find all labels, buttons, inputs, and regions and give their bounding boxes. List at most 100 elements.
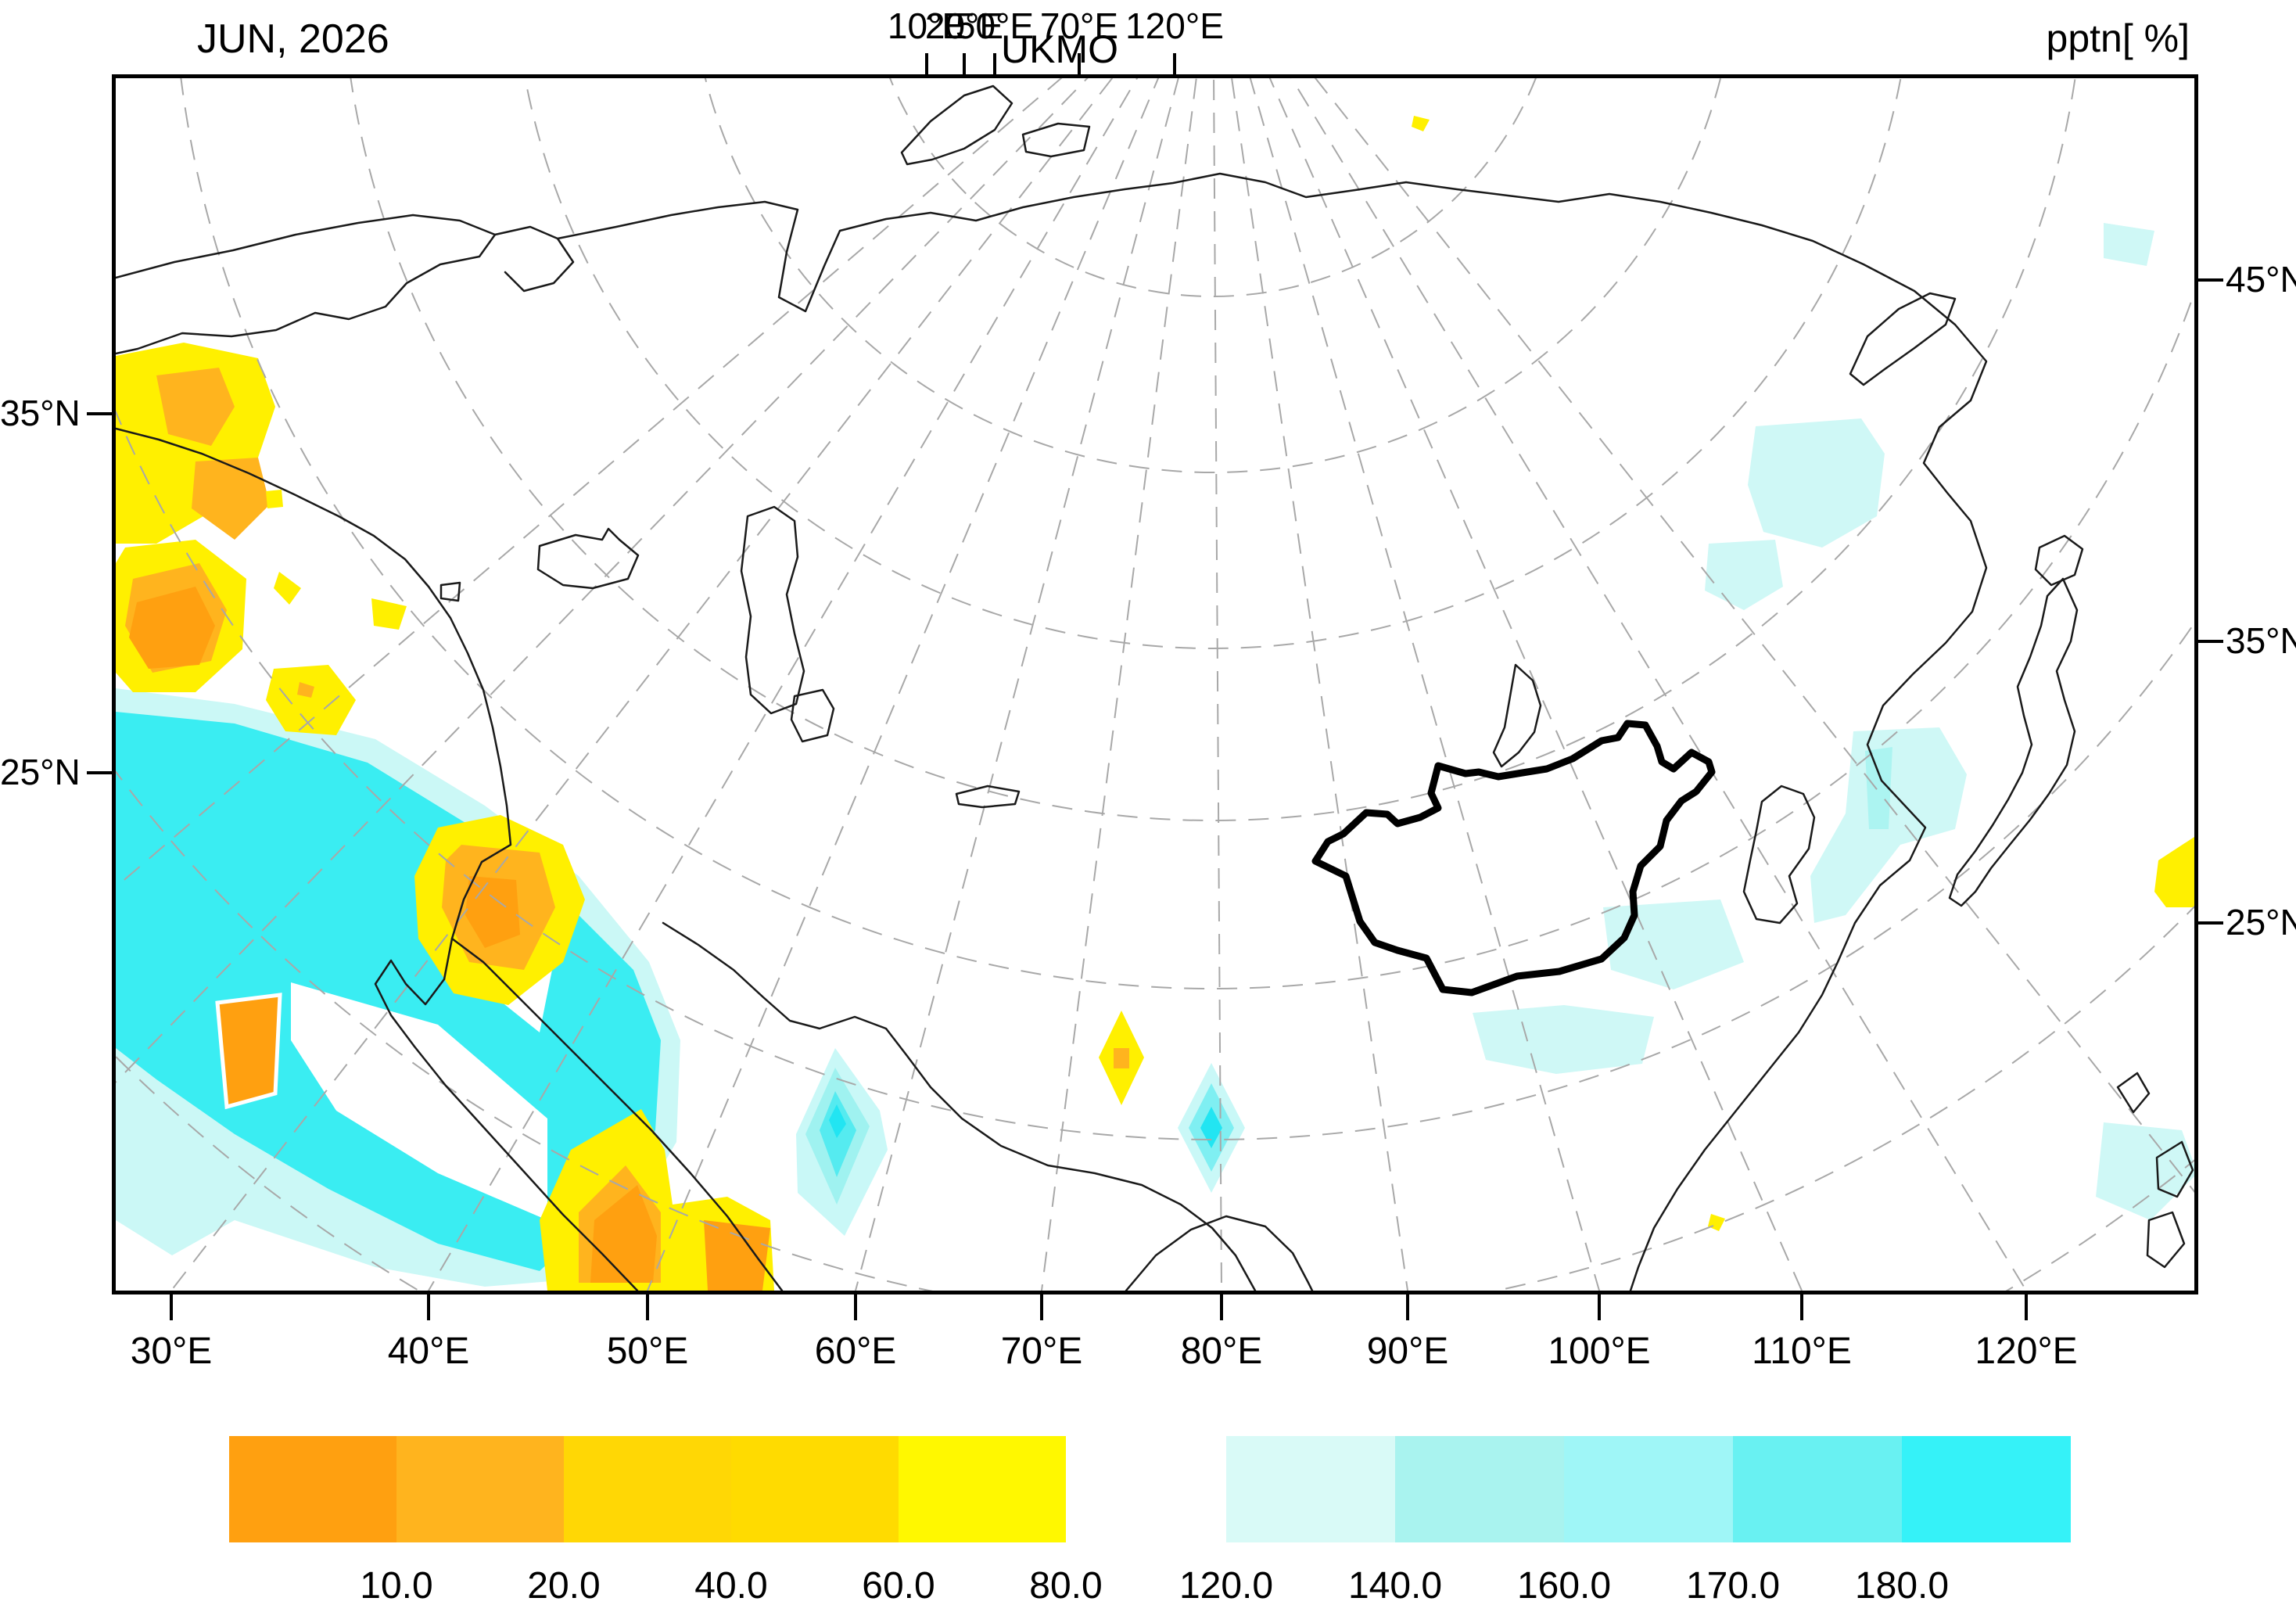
coastline-red-sea-west <box>374 959 639 1291</box>
top-axis-tick <box>993 53 996 74</box>
colorbar-above-normal-label: 120.0 <box>1178 1565 1274 1605</box>
graticule-meridian <box>1040 78 1197 1291</box>
patch-cyan-diamond-left-core <box>829 1104 846 1138</box>
colorbar-above-normal-cell <box>1902 1436 2071 1542</box>
patch-yellow-balkans <box>116 343 275 544</box>
bottom-axis-tick-label: 120°E <box>1975 1330 2078 1372</box>
graticule-meridian <box>1290 78 2028 1291</box>
graticule-meridian <box>116 78 1063 889</box>
graticule-meridian <box>854 78 1179 1291</box>
bottom-axis-tick <box>170 1294 173 1320</box>
left-axis-tick <box>87 771 112 774</box>
right-axis-tick-label: 45°N <box>2226 259 2296 300</box>
graticule-meridian <box>1314 78 2194 1193</box>
top-axis-tick-label: 20°E <box>924 5 1004 46</box>
patch-orange-anatolia-core <box>129 587 215 669</box>
map-frame <box>112 74 2198 1294</box>
coastline-lake-baikal <box>1492 663 1542 768</box>
patch-cyan-amur-pale <box>1705 540 1783 610</box>
bottom-axis-tick-label: 110°E <box>1752 1330 1852 1372</box>
bottom-axis-tick-label: 60°E <box>814 1330 897 1372</box>
bottom-axis-tick-label: 80°E <box>1180 1330 1263 1372</box>
right-axis-tick-label: 35°N <box>2226 620 2296 661</box>
graticule-parallel <box>524 78 1902 649</box>
colorbar-above-normal-label: 140.0 <box>1347 1565 1443 1605</box>
coastline-white-sea <box>493 225 575 293</box>
coastline-hokkaido <box>2034 534 2084 587</box>
patch-orange-balkans-b <box>192 458 270 540</box>
colorbar-below-normal-cell <box>564 1436 731 1542</box>
colorbar-above-normal-label: 180.0 <box>1854 1565 1950 1605</box>
top-axis-tick <box>1173 53 1176 74</box>
bottom-axis-tick <box>854 1294 857 1320</box>
colorbar-below-normal-label: 60.0 <box>862 1565 935 1605</box>
graticule-parallel <box>889 78 1537 297</box>
bottom-axis-tick <box>1220 1294 1223 1320</box>
right-axis-tick <box>2198 640 2223 643</box>
colorbar-below-normal-label: 80.0 <box>1029 1565 1103 1605</box>
top-axis-tick-label: 70°E <box>1039 5 1119 46</box>
patch-cyan-seasia-pale <box>2096 1122 2194 1220</box>
coastline-luzon <box>2155 1140 2194 1198</box>
bottom-axis-tick <box>1406 1294 1409 1320</box>
map-canvas <box>116 78 2194 1291</box>
bottom-axis-tick-label: 50°E <box>606 1330 689 1372</box>
variable-title: pptn[ %] <box>2046 16 2190 60</box>
graticule-meridian <box>170 78 1114 1291</box>
coastline-visayas <box>2146 1211 2186 1269</box>
patch-cyan-kamchatka-pale <box>2104 223 2154 266</box>
bottom-axis-tick <box>427 1294 430 1320</box>
graticule-parallel <box>705 78 1721 473</box>
coastline-caspian-sea <box>740 505 805 715</box>
bottom-axis-tick <box>1598 1294 1601 1320</box>
coastline-honshu <box>1948 577 2079 907</box>
bottom-axis-tick <box>2025 1294 2028 1320</box>
coastline-arctic-island-b <box>1021 122 1091 158</box>
colorbar-above-normal-cell <box>1226 1436 1395 1542</box>
patch-cyan-china-pale <box>1603 899 1744 989</box>
patch-white-hole-1 <box>291 982 547 1220</box>
colorbar-above-normal-label: 170.0 <box>1685 1565 1781 1605</box>
model-title: UKMO <box>1001 27 1118 71</box>
date-title: JUN, 2026 <box>197 16 389 62</box>
graticule-meridian <box>1231 78 1409 1291</box>
graticule-meridian <box>1213 78 1223 1291</box>
mongolia-outline <box>1311 720 1716 996</box>
patch-yellow-speck-north <box>1412 116 1430 131</box>
colorbar-below-normal-label: 20.0 <box>527 1565 601 1605</box>
coastline-mediterranean-coast <box>116 427 512 981</box>
top-axis-tick <box>1078 53 1081 74</box>
colorbar-below-normal-cell <box>731 1436 899 1542</box>
coastline-korea <box>1742 785 1816 925</box>
patch-yellow-caucasus <box>266 665 356 735</box>
left-axis-tick-label: 25°N <box>0 752 81 792</box>
patch-yellow-bit-c <box>371 598 407 630</box>
patch-cyan-below-mongolia-pale <box>1473 1005 1654 1074</box>
patch-orange-eritrea <box>704 1220 770 1291</box>
patch-yellow-speck-south <box>1708 1214 1725 1231</box>
coastline-red-sea-east <box>450 937 784 1291</box>
coastline-persian-gulf-arabian-coast <box>662 921 1257 1291</box>
top-axis-tick-label: 50°E <box>955 5 1035 46</box>
colorbar-below-normal-label: 10.0 <box>360 1565 433 1605</box>
bottom-axis-tick-label: 90°E <box>1366 1330 1449 1372</box>
colorbar-above-normal-cell <box>1564 1436 1733 1542</box>
colorbar-below-normal-cell <box>229 1436 396 1542</box>
colorbar-below-normal-label: 40.0 <box>694 1565 768 1605</box>
coastline-lake-balkhash <box>955 785 1021 809</box>
right-axis-tick-label: 25°N <box>2226 902 2296 943</box>
patch-yellow-sliver-right-edge <box>2154 837 2194 907</box>
colorbar-below-normal-cell <box>899 1436 1066 1542</box>
graticule-meridian <box>1268 78 1803 1291</box>
bottom-axis-tick-label: 70°E <box>1000 1330 1083 1372</box>
left-axis-tick <box>87 412 112 415</box>
top-axis-tick-label: 10°E <box>887 5 967 46</box>
coastline-taiwan <box>2116 1072 2151 1114</box>
left-axis-tick-label: 35°N <box>0 393 81 433</box>
right-axis-tick <box>2198 278 2223 282</box>
patch-orange-diamond-india-core <box>1114 1048 1129 1068</box>
bottom-axis-tick <box>1800 1294 1803 1320</box>
top-axis-tick <box>963 53 966 74</box>
bottom-axis-tick-label: 100°E <box>1548 1330 1651 1372</box>
